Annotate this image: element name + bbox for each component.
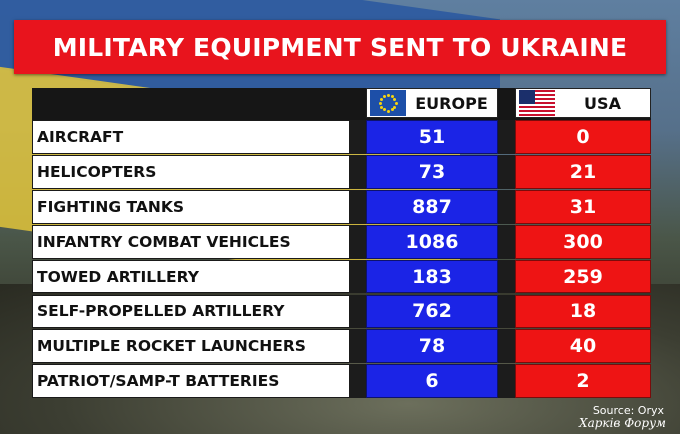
usa-value-cell: 259 bbox=[515, 259, 651, 294]
column-header-usa-label: USA bbox=[584, 93, 621, 113]
usa-value-cell: 31 bbox=[515, 189, 651, 224]
eu-flag-icon bbox=[370, 90, 406, 116]
row-label: PATRIOT/SAMP-T BATTERIES bbox=[32, 364, 350, 399]
europe-value-cell: 78 bbox=[366, 329, 498, 364]
europe-value-cell: 6 bbox=[366, 364, 498, 399]
column-divider bbox=[350, 294, 366, 329]
europe-value-cell: 73 bbox=[366, 154, 498, 189]
row-label: INFANTRY COMBAT VEHICLES bbox=[32, 224, 350, 259]
column-header-usa: USA bbox=[515, 88, 651, 118]
column-divider bbox=[498, 294, 515, 329]
usa-value-cell: 0 bbox=[515, 120, 651, 154]
us-flag-icon bbox=[519, 90, 555, 116]
row-label: HELICOPTERS bbox=[32, 154, 350, 189]
europe-value-cell: 887 bbox=[366, 189, 498, 224]
column-divider bbox=[498, 329, 515, 364]
row-label: MULTIPLE ROCKET LAUNCHERS bbox=[32, 329, 350, 364]
column-header-europe-label: EUROPE bbox=[415, 93, 488, 113]
usa-value-cell: 40 bbox=[515, 329, 651, 364]
column-divider bbox=[350, 120, 366, 154]
europe-value-cell: 762 bbox=[366, 294, 498, 329]
column-divider bbox=[498, 364, 515, 399]
watermark: Харків Форум bbox=[579, 416, 666, 430]
row-label: FIGHTING TANKS bbox=[32, 189, 350, 224]
column-divider bbox=[350, 189, 366, 224]
column-divider bbox=[350, 329, 366, 364]
column-divider bbox=[350, 364, 366, 399]
title-banner: MILITARY EQUIPMENT SENT TO UKRAINE bbox=[14, 20, 666, 74]
column-divider bbox=[498, 154, 515, 189]
europe-value-cell: 51 bbox=[366, 120, 498, 154]
row-label: SELF-PROPELLED ARTILLERY bbox=[32, 294, 350, 329]
europe-value-cell: 1086 bbox=[366, 224, 498, 259]
column-divider bbox=[350, 154, 366, 189]
column-divider bbox=[498, 189, 515, 224]
column-header-europe: EUROPE bbox=[366, 88, 498, 118]
usa-value-cell: 300 bbox=[515, 224, 651, 259]
source-note: Source: Oryx bbox=[592, 404, 664, 417]
europe-value-cell: 183 bbox=[366, 259, 498, 294]
usa-value-cell: 21 bbox=[515, 154, 651, 189]
column-divider bbox=[498, 224, 515, 259]
chart-title: MILITARY EQUIPMENT SENT TO UKRAINE bbox=[52, 32, 628, 62]
column-divider bbox=[350, 259, 366, 294]
row-label: TOWED ARTILLERY bbox=[32, 259, 350, 294]
usa-value-cell: 2 bbox=[515, 364, 651, 399]
column-divider bbox=[498, 259, 515, 294]
row-label: AIRCRAFT bbox=[32, 120, 350, 154]
column-divider bbox=[350, 224, 366, 259]
column-divider bbox=[498, 120, 515, 154]
usa-value-cell: 18 bbox=[515, 294, 651, 329]
